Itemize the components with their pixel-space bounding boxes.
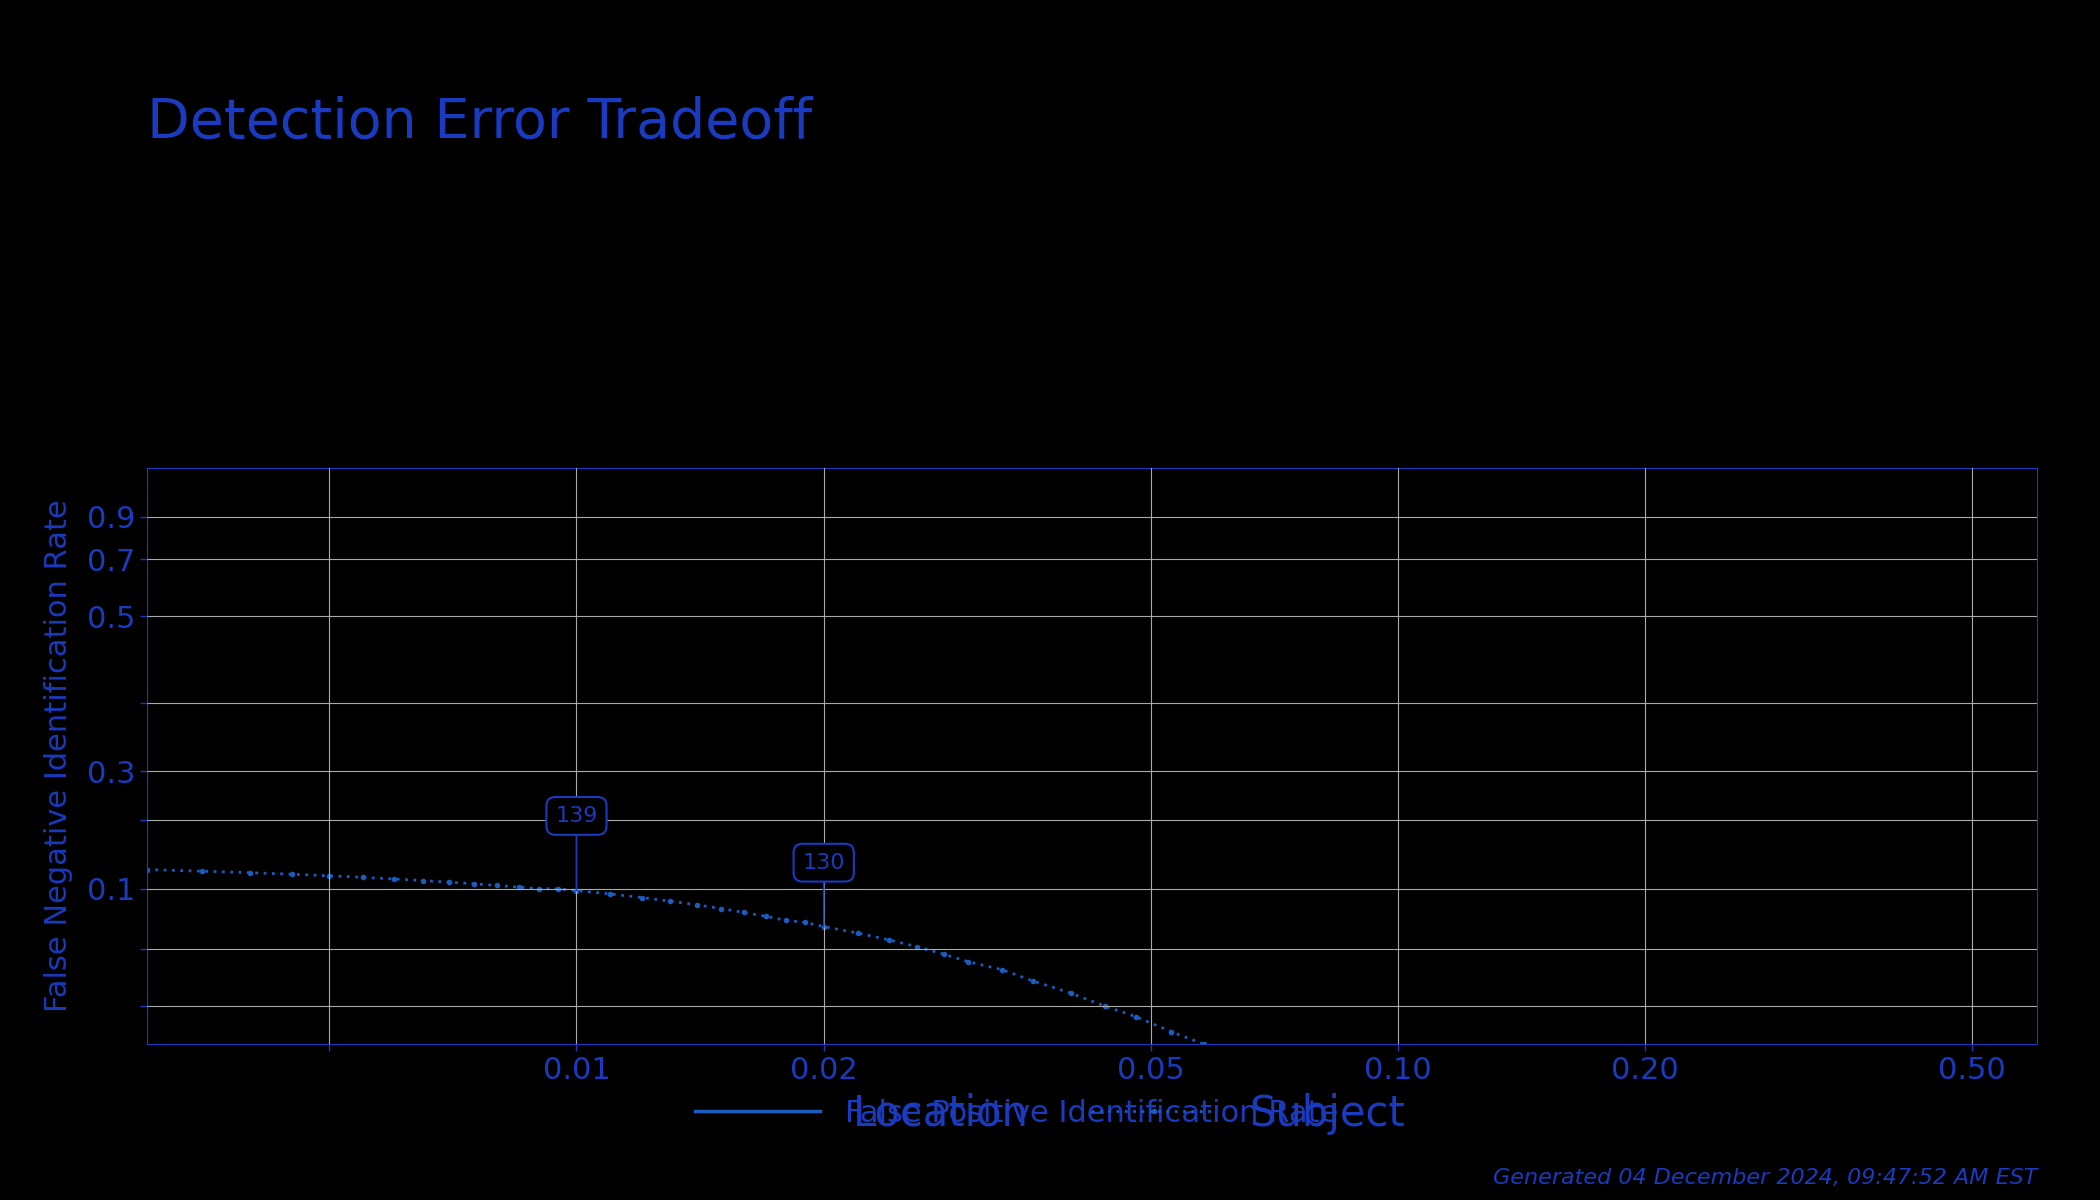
Text: 139: 139 (554, 806, 598, 890)
Y-axis label: False Negative Identification Rate: False Negative Identification Rate (44, 499, 74, 1013)
Subject (1092, 1000, 1117, 1014)
Line: Subject: Subject (143, 865, 1976, 1200)
Subject (134, 863, 160, 877)
Text: Detection Error Tradeoff: Detection Error Tradeoff (147, 96, 813, 150)
Legend: Location, Subject: Location, Subject (678, 1076, 1422, 1151)
X-axis label: False Positive Identification Rate: False Positive Identification Rate (846, 1099, 1338, 1128)
Subject (811, 919, 836, 934)
Subject (1021, 974, 1046, 989)
Text: 130: 130 (802, 853, 844, 926)
Text: Generated 04 December 2024, 09:47:52 AM EST: Generated 04 December 2024, 09:47:52 AM … (1493, 1168, 2037, 1188)
Subject (685, 898, 710, 912)
Subject (317, 869, 342, 883)
